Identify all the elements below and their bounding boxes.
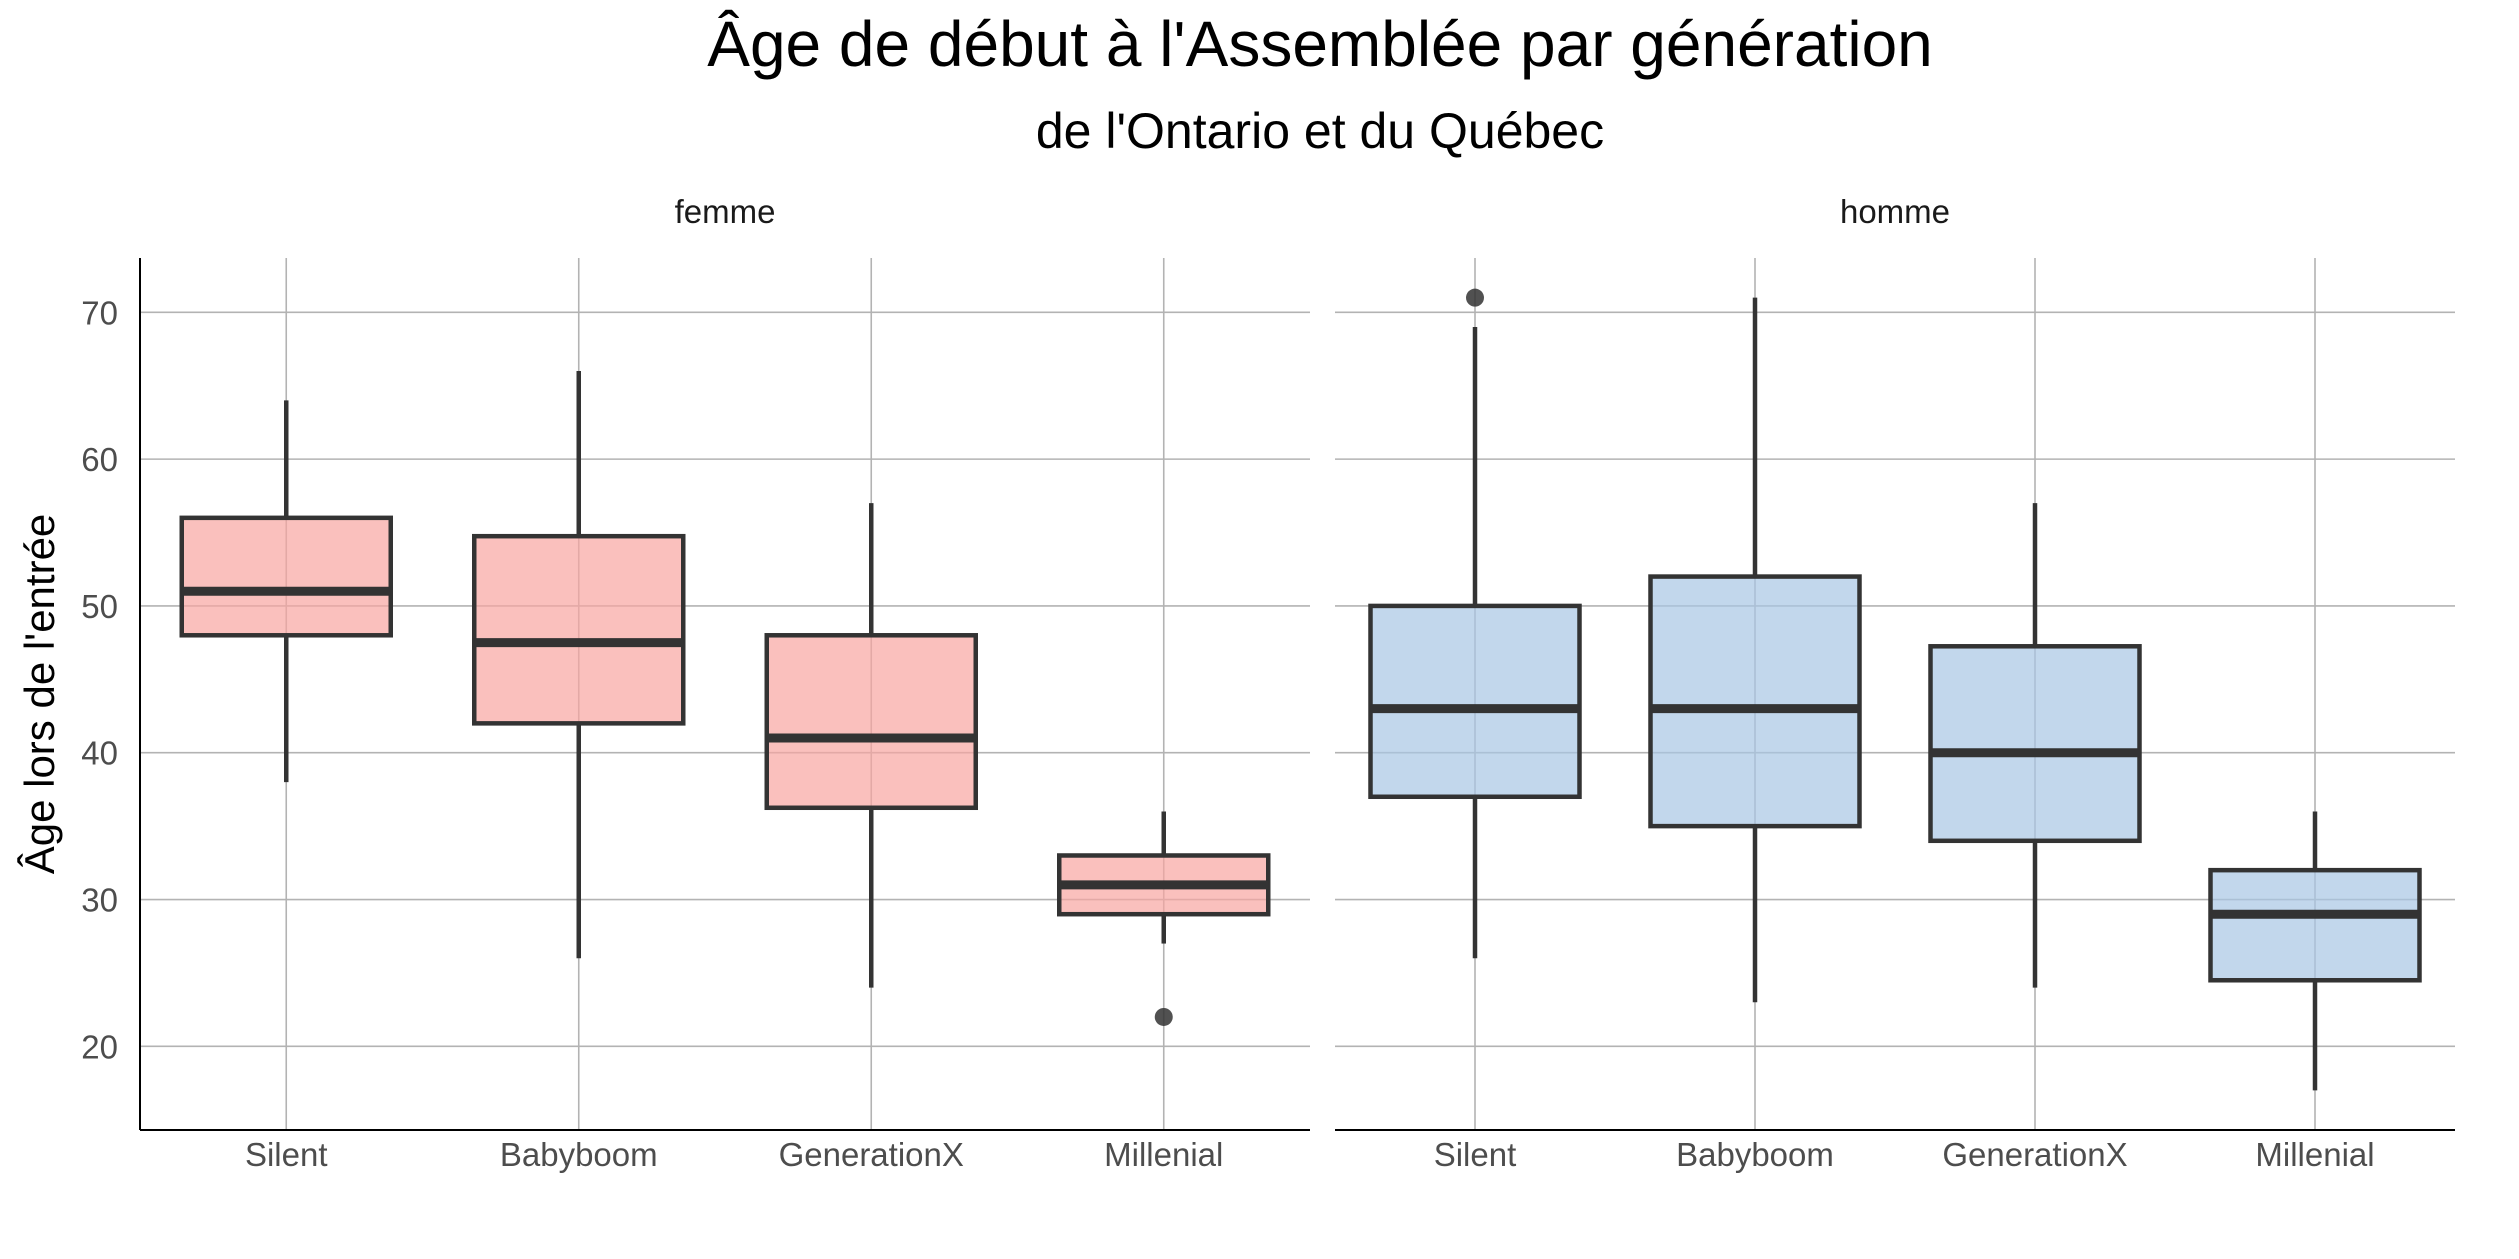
- chart-subtitle: de l'Ontario et du Québec: [1036, 103, 1604, 159]
- plot-area: 20 30 40 50 60 70 femme Silent Babyboom Generatio…: [81, 193, 2455, 1173]
- x-tick-label-silent: Silent: [245, 1136, 328, 1173]
- box-femme-silent: [179, 515, 393, 638]
- box-homme-silent: [1368, 603, 1582, 800]
- box-homme-babyboom: [1648, 574, 1862, 829]
- facet-label-homme: homme: [1840, 193, 1950, 230]
- x-tick-label-millenial: Millenial: [1104, 1136, 1223, 1173]
- outlier-femme-millenial: [1154, 1007, 1173, 1026]
- y-tick-label: 20: [81, 1028, 118, 1065]
- x-tick-label-babyboom: Babyboom: [1676, 1136, 1834, 1173]
- box-femme-generationx: [764, 633, 978, 811]
- y-tick-label: 40: [81, 735, 118, 772]
- x-tick-label-millenial: Millenial: [2255, 1136, 2374, 1173]
- chart-title: Âge de début à l'Assemblée par génératio…: [707, 8, 1933, 80]
- y-tick-label: 70: [81, 294, 118, 331]
- x-tick-label-generationx: GenerationX: [779, 1136, 964, 1173]
- box-homme-millenial: [2208, 867, 2422, 983]
- box-femme-babyboom: [472, 533, 686, 726]
- y-tick-label: 50: [81, 588, 118, 625]
- y-axis-label: Âge lors de l'entrée: [16, 514, 63, 875]
- x-tick-label-silent: Silent: [1434, 1136, 1517, 1173]
- y-tick-label: 30: [81, 882, 118, 919]
- outlier-homme-silent: [1466, 288, 1484, 307]
- box-homme-generationx: [1928, 644, 2142, 844]
- y-tick-label: 60: [81, 441, 118, 478]
- facet-label-femme: femme: [675, 193, 776, 230]
- x-tick-label-generationx: GenerationX: [1942, 1136, 2127, 1173]
- x-tick-label-babyboom: Babyboom: [500, 1136, 658, 1173]
